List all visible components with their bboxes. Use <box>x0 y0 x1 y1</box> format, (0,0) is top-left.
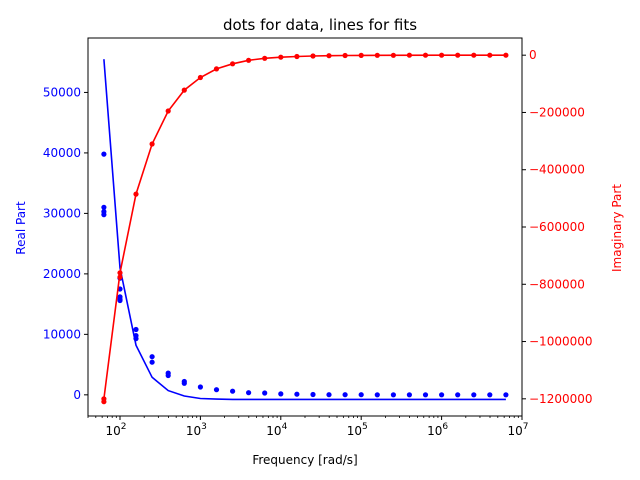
imag-fit-line <box>103 54 506 399</box>
plot-frame <box>87 37 523 417</box>
x-axis-label: Frequency [rad/s] <box>252 453 357 467</box>
y-left-tick-label: 10000 <box>43 327 81 341</box>
real-data-point <box>213 387 220 393</box>
real-data-point <box>230 388 236 394</box>
real-data-point <box>149 359 155 365</box>
real-data-point <box>406 392 412 398</box>
real-data-point <box>294 391 300 397</box>
real-fit-line <box>103 59 506 401</box>
y-left-tick-label: 20000 <box>43 267 81 281</box>
x-tick-label: 106 <box>427 422 448 438</box>
real-data-point <box>390 392 396 398</box>
real-data-point <box>374 392 380 398</box>
real-data-point <box>149 354 155 360</box>
x-tick-label: 102 <box>105 422 126 438</box>
y-left-tick-label: 0 <box>73 388 81 402</box>
real-data-point <box>278 391 284 397</box>
y-right-tick-label: −1200000 <box>529 392 593 406</box>
real-data-point <box>133 326 139 333</box>
x-tick-label: 105 <box>347 422 368 438</box>
real-data-point <box>487 392 493 398</box>
real-data-point <box>262 390 268 396</box>
y-right-tick-label: −800000 <box>529 277 585 291</box>
real-data-point <box>358 392 364 398</box>
y-left-tick-label: 50000 <box>43 85 81 99</box>
real-data-point <box>422 392 429 398</box>
real-data-point <box>117 297 123 304</box>
imag-data-point <box>101 399 107 405</box>
real-data-point <box>342 392 348 398</box>
real-data-point <box>197 384 203 390</box>
plot-area <box>101 52 509 405</box>
real-data-point <box>181 380 187 386</box>
y-right-tick-label: −200000 <box>529 105 585 119</box>
axes: 102 103 104 105 106 107 0 10000 20000 30000 40000 5… <box>43 37 593 438</box>
real-data-point <box>503 392 509 398</box>
y-right-tick-label: −1000000 <box>529 335 593 349</box>
real-data-point <box>326 392 332 398</box>
y-right-tick-label: 0 <box>529 48 537 62</box>
real-data-point <box>471 392 477 398</box>
real-data-point <box>101 151 107 157</box>
real-data-point <box>101 212 107 218</box>
y-left-tick-label: 40000 <box>43 146 81 160</box>
real-data-point <box>165 372 171 379</box>
real-data-point <box>310 391 316 398</box>
real-data-point <box>455 392 461 398</box>
real-data-point <box>101 204 107 210</box>
y-axis-label-left: Real Part <box>14 201 28 255</box>
real-data-point <box>439 392 445 398</box>
chart-title: dots for data, lines for fits <box>223 16 417 34</box>
x-tick-label: 103 <box>186 422 207 438</box>
real-data-point <box>246 390 252 396</box>
y-right-tick-label: −600000 <box>529 220 585 234</box>
x-tick-label: 107 <box>507 422 528 438</box>
y-axis-label-right: Imaginary Part <box>610 184 624 272</box>
y-right-tick-label: −400000 <box>529 163 585 177</box>
y-left-tick-label: 30000 <box>43 206 81 220</box>
x-tick-label: 104 <box>266 422 287 438</box>
